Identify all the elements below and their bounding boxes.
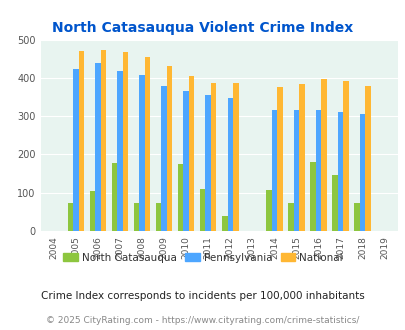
Bar (222, 216, 227, 231)
Bar (177, 164, 183, 231)
Bar (354, 203, 359, 231)
Bar (320, 79, 326, 231)
Bar (298, 84, 304, 231)
Text: North Catasauqua Violent Crime Index: North Catasauqua Violent Crime Index (52, 21, 353, 35)
Bar (122, 52, 128, 231)
Bar (337, 112, 343, 231)
Bar (277, 87, 282, 231)
Bar (265, 190, 271, 231)
Legend: North Catasauqua, Pennsylvania, National: North Catasauqua, Pennsylvania, National (59, 249, 346, 267)
Bar (166, 66, 172, 231)
Text: Crime Index corresponds to incidents per 100,000 inhabitants: Crime Index corresponds to incidents per… (41, 291, 364, 301)
Bar (309, 162, 315, 231)
Bar (364, 86, 370, 231)
Bar (315, 111, 320, 231)
Bar (205, 95, 211, 231)
Bar (79, 51, 84, 231)
Bar (145, 57, 150, 231)
Bar (73, 69, 79, 231)
Bar (227, 98, 232, 231)
Bar (288, 203, 293, 231)
Bar (188, 76, 194, 231)
Bar (343, 81, 348, 231)
Bar (134, 203, 139, 231)
Bar (117, 71, 122, 231)
Bar (183, 91, 188, 231)
Bar (211, 83, 216, 231)
Bar (90, 191, 95, 231)
Bar (95, 63, 100, 231)
Bar (139, 75, 145, 231)
Bar (232, 83, 238, 231)
Text: © 2025 CityRating.com - https://www.cityrating.com/crime-statistics/: © 2025 CityRating.com - https://www.city… (46, 316, 359, 325)
Bar (331, 176, 337, 231)
Bar (293, 111, 298, 231)
Bar (156, 203, 161, 231)
Bar (100, 50, 106, 231)
Bar (111, 163, 117, 231)
Bar (271, 111, 277, 231)
Bar (359, 114, 364, 231)
Bar (199, 189, 205, 231)
Bar (68, 203, 73, 231)
Bar (161, 86, 166, 231)
